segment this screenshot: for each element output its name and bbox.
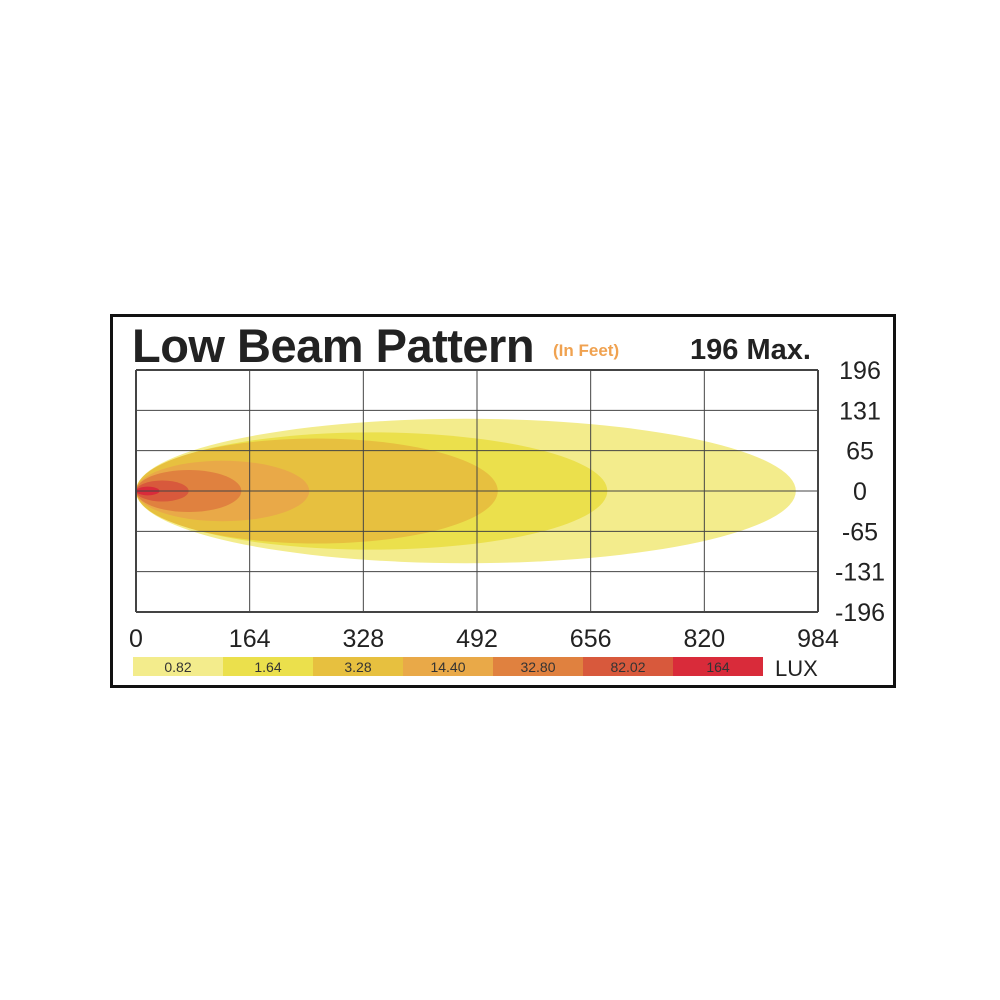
legend-swatch	[133, 657, 223, 676]
chart-grid	[135, 369, 819, 613]
legend-entry-label: 82.02	[610, 659, 645, 675]
y-tick-label: 196	[839, 357, 881, 385]
x-tick-label: 164	[229, 625, 271, 653]
x-tick-label: 820	[683, 625, 725, 653]
chart-subtitle: (In Feet)	[553, 341, 620, 360]
legend-swatch	[403, 657, 493, 676]
legend-entry-label: 32.80	[520, 659, 555, 675]
legend-entry-label: 0.82	[164, 659, 191, 675]
legend-swatch	[223, 657, 313, 676]
x-tick-label: 984	[797, 625, 839, 653]
legend-swatch	[313, 657, 403, 676]
legend-unit: LUX	[775, 656, 818, 681]
legend-swatch	[583, 657, 673, 676]
y-tick-label: -131	[835, 559, 885, 587]
max-label: 196 Max.	[690, 334, 811, 366]
y-tick-label: 131	[839, 397, 881, 425]
x-tick-label: 328	[342, 625, 384, 653]
legend-entry-label: 14.40	[430, 659, 465, 675]
y-tick-label: 0	[853, 478, 867, 506]
y-tick-label: -196	[835, 599, 885, 627]
legend-swatch	[493, 657, 583, 676]
x-axis-ticks: 0 164 328 492 656 820 984	[129, 625, 839, 653]
y-tick-label: 65	[846, 438, 874, 466]
legend-entry-label: 3.28	[344, 659, 371, 675]
y-axis-ticks: 196 131 65 0 -65 -131 -196	[835, 357, 885, 627]
x-tick-label: 0	[129, 625, 143, 653]
lux-legend: 0.82 1.64 3.28 14.40 32.80 82.02 164	[133, 657, 763, 676]
y-tick-label: -65	[842, 518, 878, 546]
x-tick-label: 492	[456, 625, 498, 653]
chart-title: Low Beam Pattern	[132, 319, 535, 372]
legend-entry-label: 164	[706, 659, 730, 675]
legend-entry-label: 1.64	[254, 659, 281, 675]
x-tick-label: 656	[570, 625, 612, 653]
legend-swatch	[673, 657, 763, 676]
